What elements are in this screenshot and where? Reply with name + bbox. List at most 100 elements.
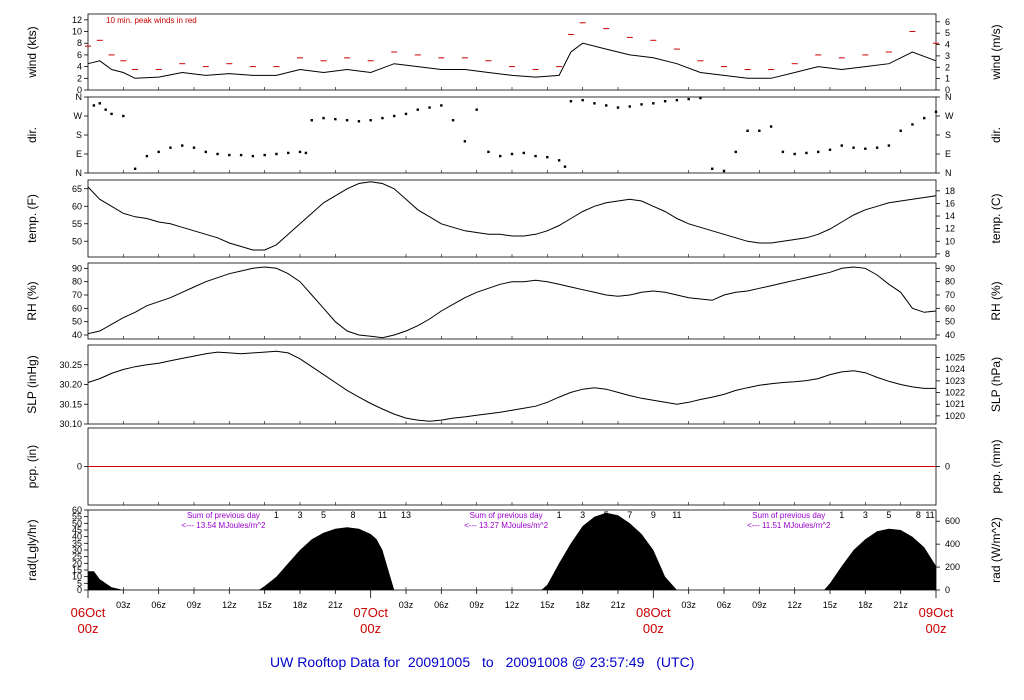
direction-point: [487, 150, 490, 154]
x-tick-label: 12z: [222, 600, 237, 610]
direction-point: [734, 150, 737, 154]
left-tick-label: 90: [72, 263, 82, 273]
right-tick-label: 1025: [945, 353, 965, 363]
left-tick-label: 50: [72, 317, 82, 327]
left-tick-label: 45: [72, 525, 82, 535]
right-tick-label: 60: [945, 303, 955, 313]
direction-point: [416, 108, 419, 111]
panel-frame: [87, 96, 937, 174]
solar-hour-mark: 5: [886, 510, 891, 520]
solar-hour-mark: 5: [604, 510, 609, 520]
left-tick-label: 30.20: [59, 380, 82, 390]
right-tick-label: 1022: [945, 388, 965, 398]
right-tick-label: N: [945, 92, 952, 102]
direction-point: [393, 114, 396, 118]
left-tick-label: 6: [77, 50, 82, 60]
direction-point: [287, 151, 290, 155]
x-tick-label: 18z: [293, 600, 308, 610]
left-tick-label: 30: [72, 545, 82, 555]
right-tick-label: 600: [945, 516, 960, 526]
direction-point: [769, 125, 773, 128]
direction-point: [557, 159, 561, 162]
x-tick-label: 06z: [151, 600, 166, 610]
direction-point: [204, 150, 207, 154]
left-tick-label: 30.10: [59, 419, 82, 429]
right-tick-label: 400: [945, 539, 960, 549]
right-tick-label: 6: [945, 17, 950, 27]
day-hour-label: 00z: [360, 621, 381, 636]
direction-point: [92, 104, 96, 107]
footer-title: UW Rooftop Data for 20091005 to 20091008…: [270, 654, 694, 670]
direction-point: [828, 148, 832, 151]
direction-point: [104, 108, 107, 111]
panel-frame: [87, 344, 937, 425]
right-tick-label: 2: [945, 62, 950, 72]
x-tick-label: 18z: [575, 600, 590, 610]
direction-point: [298, 150, 302, 154]
left-tick-label: W: [74, 111, 83, 121]
direction-point: [357, 120, 361, 123]
direction-point: [652, 102, 655, 105]
solar-hour-mark: 1: [557, 510, 562, 520]
left-tick-label: 0: [77, 585, 82, 595]
left-tick-label: 4: [77, 62, 82, 72]
solar-hour-mark: 11: [925, 510, 934, 520]
time-axis: 03z 06z 09z 12z 15z 18z 21z 03z 06z 09z 12z 15z 18z 2…: [71, 590, 954, 636]
direction-point: [722, 169, 726, 173]
direction-point: [216, 152, 219, 156]
left-tick-label: 70: [72, 290, 82, 300]
left-tick-label: 80: [72, 277, 82, 287]
right-tick-label: 1020: [945, 411, 965, 421]
x-tick-label: 15z: [540, 600, 555, 610]
direction-point: [781, 150, 785, 154]
direction-point: [911, 123, 914, 126]
x-tick-label: 15z: [823, 600, 838, 610]
panel-pcp: 0 0 pcp. (in) pcp. (mm): [25, 427, 1003, 506]
panel-rad: 0510152025303540455055600200400600rad(Lg…: [25, 505, 1003, 595]
left-tick-label: 5: [77, 578, 82, 588]
direction-point: [605, 104, 608, 107]
x-tick-label: 09z: [752, 600, 767, 610]
direction-point: [899, 129, 902, 132]
direction-point: [817, 150, 820, 154]
x-tick-label: 15z: [257, 600, 272, 610]
direction-point: [663, 100, 667, 103]
left-tick-label: 65: [72, 184, 82, 194]
radiation-sum-value: <--- 11.51 MJoules/m^2: [747, 521, 831, 530]
x-tick-label: 12z: [505, 600, 520, 610]
panel-temp: 50 55 60 65 8 10 12 14 16 18 temp. (F) temp. (C): [25, 179, 1003, 259]
relative-humidity-line: [87, 266, 937, 339]
right-tick-label: 8: [945, 249, 950, 259]
left-tick-label: 50: [72, 518, 82, 528]
left-tick-label: 55: [72, 512, 82, 522]
y-axis-label-right: rad (W/m^2): [989, 517, 1003, 583]
direction-point: [157, 150, 160, 154]
radiation-sum-value: <--- 13.54 MJoules/m^2: [181, 521, 266, 530]
direction-point: [699, 96, 702, 100]
radiation-sum-value: <--- 13.27 MJoules/m^2: [464, 521, 549, 530]
left-tick-label: 0: [77, 85, 82, 95]
right-tick-label: 80: [945, 277, 955, 287]
right-tick-label: 1024: [945, 364, 965, 374]
right-tick-label: 4: [945, 40, 950, 50]
direction-point: [546, 155, 549, 159]
left-tick-label: 8: [77, 38, 82, 48]
day-date-label: 08Oct: [636, 605, 671, 620]
y-axis-label-left: SLP (inHg): [25, 355, 39, 413]
direction-point: [345, 119, 349, 122]
direction-point: [534, 154, 537, 158]
right-tick-label: 18: [945, 186, 955, 196]
direction-point: [263, 153, 266, 157]
left-tick-label: 30.25: [59, 360, 82, 370]
solar-hour-mark: 1: [274, 510, 279, 520]
right-tick-label: 40: [945, 330, 955, 340]
left-tick-label: 25: [72, 552, 82, 562]
y-axis-label-left: wind (kts): [25, 26, 39, 78]
right-tick-label: 12: [945, 224, 955, 234]
panel-frame: [87, 13, 937, 91]
direction-point: [98, 102, 101, 105]
left-tick-label: 0: [77, 462, 82, 472]
day-date-label: 07Oct: [353, 605, 388, 620]
